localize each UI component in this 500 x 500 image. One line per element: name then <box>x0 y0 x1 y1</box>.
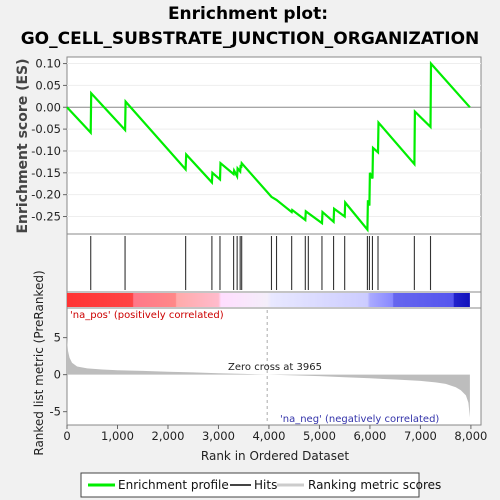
es-tick-label: 0.00 <box>35 100 61 114</box>
es-tick-label: 0.05 <box>35 78 61 92</box>
x-tick-label: 7,000 <box>404 429 437 443</box>
metric-tick-label: -5 <box>50 405 61 419</box>
x-tick-label: 5,000 <box>303 429 336 443</box>
x-tick-label: 4,000 <box>252 429 285 443</box>
x-tick-label: 3,000 <box>202 429 235 443</box>
x-tick-label: 8,000 <box>454 429 487 443</box>
metric-axis-label: Ranked list metric (PreRanked) <box>32 270 46 455</box>
x-tick-label: 2,000 <box>152 429 185 443</box>
pos-correlated-label: 'na_pos' (positively correlated) <box>70 310 224 321</box>
neg-correlated-label: 'na_neg' (negatively correlated) <box>280 414 439 425</box>
es-tick-label: -0.20 <box>31 188 61 202</box>
x-tick-label: 6,000 <box>353 429 386 443</box>
es-tick-label: -0.10 <box>31 144 61 158</box>
hits-panel <box>67 234 481 292</box>
legend-hits-label: Hits <box>254 478 277 492</box>
metric-tick-label: 5 <box>54 331 61 345</box>
ranked-list-colorbar <box>67 293 470 307</box>
es-axis-label: Enrichment score (ES) <box>15 58 31 233</box>
es-panel <box>67 57 481 234</box>
chart-title-line1: Enrichment plot: <box>168 4 328 24</box>
metric-tick-label: 0 <box>54 368 61 382</box>
es-tick-label: -0.15 <box>31 166 61 180</box>
es-tick-label: -0.05 <box>31 122 61 136</box>
chart-title-line2: GO_CELL_SUBSTRATE_JUNCTION_ORGANIZATION <box>21 29 480 49</box>
x-axis-label: Rank in Ordered Dataset <box>201 449 349 463</box>
legend-metric-label: Ranking metric scores <box>308 478 441 492</box>
es-tick-label: -0.25 <box>31 210 61 224</box>
es-tick-label: 0.10 <box>35 57 61 71</box>
legend-enrichment-label: Enrichment profile <box>118 478 229 492</box>
zero-cross-label: Zero cross at 3965 <box>228 362 322 373</box>
x-tick-label: 0 <box>63 429 70 443</box>
x-tick-label: 1,000 <box>101 429 134 443</box>
